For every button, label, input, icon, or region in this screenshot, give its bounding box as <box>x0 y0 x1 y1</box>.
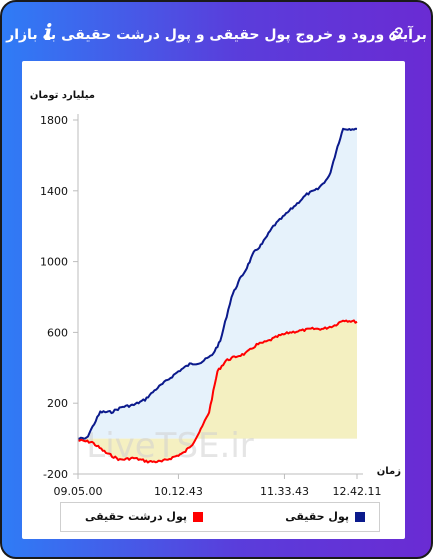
legend-item-big-money[interactable]: پول درشت حقیقی <box>85 510 203 523</box>
series-lines <box>77 127 358 464</box>
x-tick-label: 10.12.43 <box>154 485 203 498</box>
area-big-money <box>78 320 357 463</box>
link-icon[interactable] <box>387 25 405 43</box>
chart-title: برآیند ورود و خروج پول حقیقی و پول درشت … <box>6 27 427 43</box>
legend-item-real-money[interactable]: پول حقیقی <box>285 510 365 523</box>
x-axis-label: زمان <box>377 466 401 477</box>
legend-swatch-big-money <box>193 511 203 522</box>
header: برآیند ورود و خروج پول حقیقی و پول درشت … <box>6 18 427 52</box>
x-tick-label: 11.33.43 <box>260 485 309 498</box>
line-real-money <box>77 127 358 440</box>
legend-swatch-real-money <box>355 511 365 522</box>
x-tick-label: 09.05.00 <box>54 485 103 498</box>
y-tick-label: 1400 <box>40 185 68 198</box>
legend: پول حقیقی پول درشت حقیقی <box>60 502 380 532</box>
y-axis-label: میلیارد تومان <box>30 90 95 101</box>
y-tick-label: 1800 <box>40 114 68 127</box>
y-tick-label: 600 <box>47 326 68 339</box>
axes: -200 200 600 1000 1400 1800 09.05.00 10.12.43 11… <box>40 114 381 498</box>
legend-label-big-money: پول درشت حقیقی <box>84 510 187 523</box>
info-icon[interactable]: i <box>44 20 53 46</box>
y-tick-label: 200 <box>47 397 68 410</box>
line-big-money <box>77 319 358 464</box>
area-fills <box>78 128 357 463</box>
x-tick-label: 12.42.11 <box>333 485 382 498</box>
y-tick-label: -200 <box>43 468 68 481</box>
y-tick-label: 1000 <box>40 256 68 269</box>
legend-label-real-money: پول حقیقی <box>285 510 349 523</box>
